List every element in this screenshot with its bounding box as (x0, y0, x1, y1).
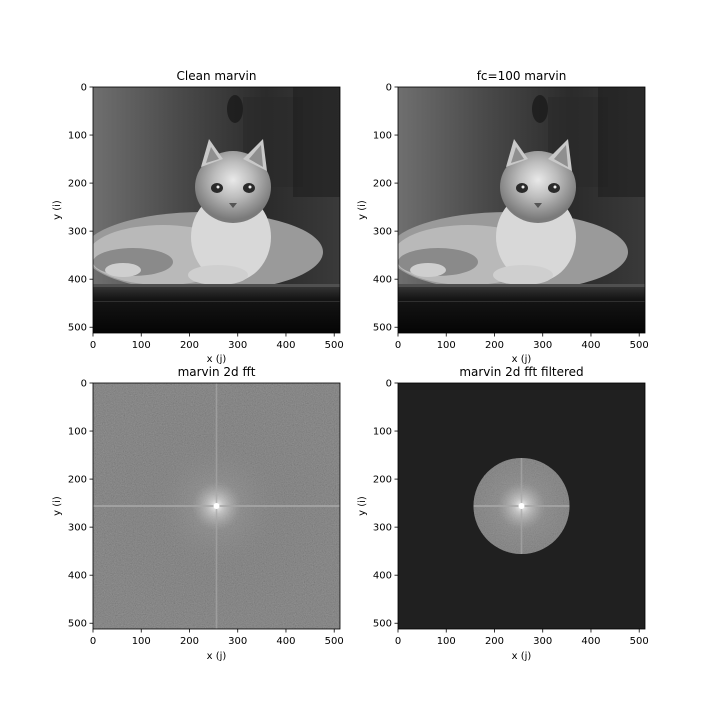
image-lowpass-cat (398, 87, 645, 333)
y-tick-label: 0 (386, 83, 392, 94)
subplot-fft: marvin 2d fft 0 100 200 300 400 5000100200300… (52, 365, 344, 662)
x-axis-label: x (j) (512, 651, 532, 662)
x-tick-label: 300 (533, 340, 552, 351)
subplot-title: Clean marvin (177, 69, 257, 83)
axes-frame (397, 86, 646, 334)
x-tick-label: 0 (395, 340, 401, 351)
y-tick-label: 400 (68, 571, 87, 582)
x-tick-label: 300 (228, 340, 247, 351)
x-tick-label: 300 (533, 636, 552, 647)
y-tick-label: 300 (68, 227, 87, 238)
subplot-clean: Clean marvin 0 100 200 300 400 50001002003004… (52, 69, 344, 365)
y-tick-label: 400 (68, 275, 87, 286)
x-tick-label: 500 (325, 636, 344, 647)
y-tick-label: 100 (68, 131, 87, 142)
y-tick-label: 300 (373, 523, 392, 534)
y-tick-label: 300 (373, 227, 392, 238)
x-tick-label: 300 (228, 636, 247, 647)
x-axis-label: x (j) (207, 651, 227, 662)
y-axis-label: y (i) (52, 200, 63, 220)
y-tick-label: 200 (373, 179, 392, 190)
y-tick-label: 500 (68, 323, 87, 334)
subplot-title: marvin 2d fft (178, 365, 256, 379)
subplot-filtered-image: fc=100 marvin 0 100 200 300 400 5000100200300… (357, 69, 649, 365)
y-tick-label: 0 (386, 379, 392, 390)
image-fft-filtered (398, 383, 645, 629)
y-axis-label: y (i) (52, 496, 63, 516)
x-tick-label: 0 (395, 636, 401, 647)
x-tick-label: 500 (630, 340, 649, 351)
y-tick-label: 500 (373, 619, 392, 630)
x-tick-label: 400 (276, 340, 295, 351)
x-tick-label: 400 (581, 636, 600, 647)
axes-frame (92, 382, 341, 630)
subplot-title: marvin 2d fft filtered (459, 365, 583, 379)
y-tick-label: 100 (373, 131, 392, 142)
y-tick-label: 100 (373, 427, 392, 438)
y-tick-label: 500 (68, 619, 87, 630)
passband-disc (473, 458, 570, 554)
axes-frame (92, 86, 341, 334)
x-tick-label: 0 (90, 636, 96, 647)
y-tick-label: 100 (68, 427, 87, 438)
x-tick-label: 100 (437, 636, 456, 647)
y-tick-label: 500 (373, 323, 392, 334)
y-tick-label: 200 (373, 475, 392, 486)
subplot-title: fc=100 marvin (477, 69, 567, 83)
x-tick-label: 200 (485, 636, 504, 647)
x-tick-label: 400 (581, 340, 600, 351)
image-clean-cat (93, 87, 340, 333)
y-tick-label: 300 (68, 523, 87, 534)
y-axis-label: y (i) (357, 200, 368, 220)
y-tick-label: 200 (68, 475, 87, 486)
y-tick-label: 0 (81, 379, 87, 390)
x-axis-label: x (j) (207, 354, 227, 365)
x-tick-label: 400 (276, 636, 295, 647)
x-tick-label: 500 (630, 636, 649, 647)
x-tick-label: 100 (132, 340, 151, 351)
y-tick-label: 400 (373, 571, 392, 582)
x-tick-label: 200 (485, 340, 504, 351)
y-tick-label: 0 (81, 83, 87, 94)
subplot-fft-filtered: marvin 2d fft filtered 0 100 200 300 400 5000… (357, 365, 649, 662)
y-axis-label: y (i) (357, 496, 368, 516)
image-fft-spectrum (93, 383, 340, 629)
y-tick-label: 400 (373, 275, 392, 286)
x-tick-label: 0 (90, 340, 96, 351)
x-tick-label: 100 (132, 636, 151, 647)
x-tick-label: 200 (180, 636, 199, 647)
y-tick-label: 200 (68, 179, 87, 190)
axes-frame (397, 382, 646, 630)
x-axis-label: x (j) (512, 354, 532, 365)
x-tick-label: 200 (180, 340, 199, 351)
x-tick-label: 100 (437, 340, 456, 351)
x-tick-label: 500 (325, 340, 344, 351)
